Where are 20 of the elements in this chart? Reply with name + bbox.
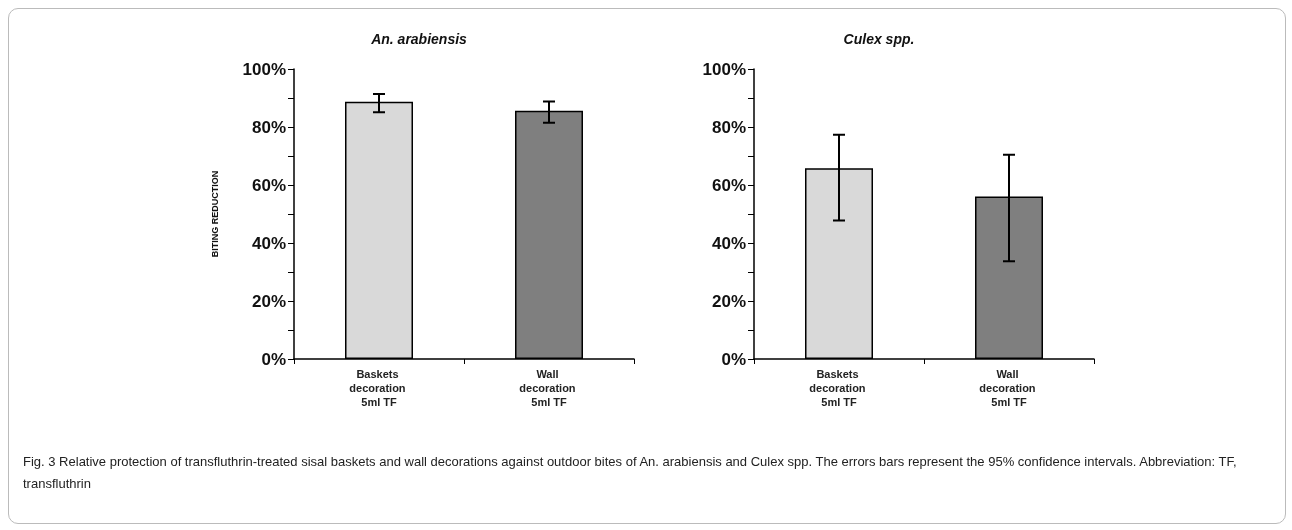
y-tick-label: 100%: [702, 59, 746, 79]
y-tick-label: 40%: [711, 233, 746, 253]
y-axis-title: BITING REDUCTION: [209, 170, 220, 258]
x-tick-label: Wall decoration 5ml TF: [979, 368, 1039, 408]
y-tick-label: 80%: [251, 117, 286, 137]
y-tick-label: 20%: [711, 291, 746, 311]
chart-title: Culex spp.: [843, 31, 915, 47]
x-tick-label: Baskets decoration 5ml TF: [349, 368, 409, 408]
y-tick-label: 0%: [261, 349, 286, 369]
y-tick-label: 60%: [711, 175, 746, 195]
y-tick-label: 100%: [242, 59, 286, 79]
chart-title: An. arabiensis: [370, 31, 468, 47]
caption: Fig. 3 Relative protection of transfluthrin-treated sisal baskets and wall decorations against outdoor bites of An. arabiensis and Culex spp. The errors bars represent the 95% confidence intervals. Abbreviation: TF, transfluthrin: [23, 453, 1238, 493]
y-tick-label: 40%: [251, 233, 286, 253]
y-tick-label: 0%: [721, 349, 746, 369]
x-tick-label: Baskets decoration 5ml TF: [809, 368, 869, 408]
y-tick-label: 80%: [711, 117, 746, 137]
y-tick-label: 20%: [251, 291, 286, 311]
x-tick-label: Wall decoration 5ml TF: [519, 368, 579, 408]
y-tick-label: 60%: [251, 175, 286, 195]
